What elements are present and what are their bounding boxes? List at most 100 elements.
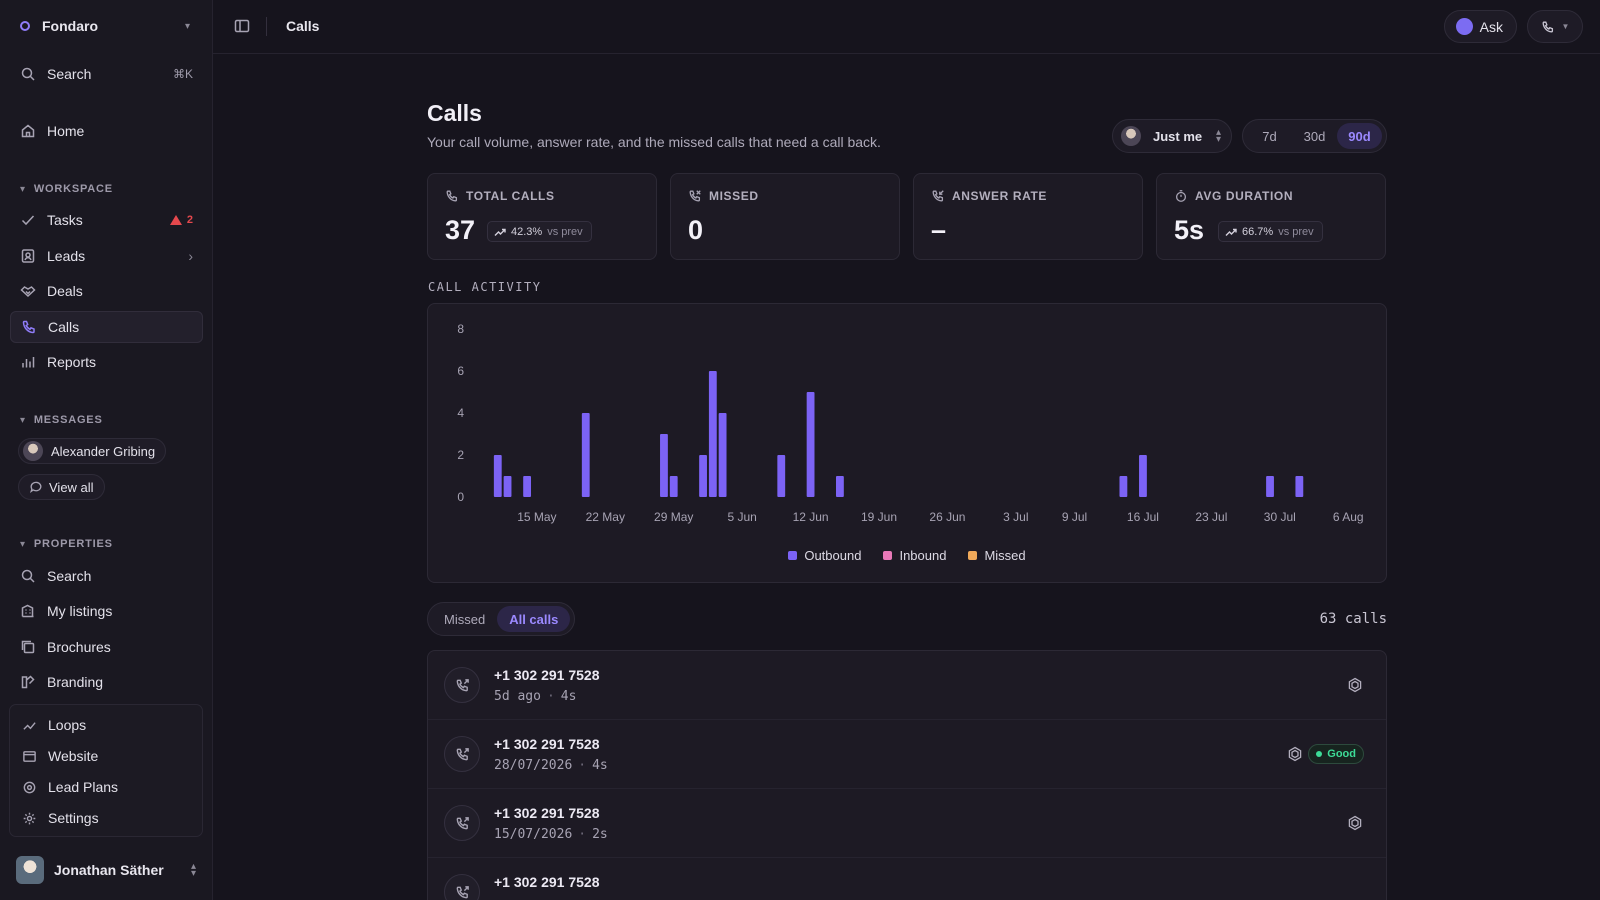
sidebar-item-loops[interactable]: Loops xyxy=(22,713,86,737)
home-icon xyxy=(21,124,35,138)
bar-outbound[interactable] xyxy=(777,455,786,497)
bar-outbound[interactable] xyxy=(708,371,717,497)
workspace-switcher[interactable]: Fondaro ▾ xyxy=(10,10,200,42)
copy-icon xyxy=(21,640,35,654)
sidebar-item-my-listings[interactable]: My listings xyxy=(10,595,203,627)
bar-outbound[interactable] xyxy=(669,476,678,497)
bar-outbound[interactable] xyxy=(581,413,590,497)
call-row[interactable]: +1 302 291 7528 xyxy=(428,858,1386,900)
legend-outbound[interactable]: Outbound xyxy=(788,548,861,563)
range-90d[interactable]: 90d xyxy=(1337,123,1382,149)
call-time: 28/07/2026 xyxy=(494,758,573,773)
brush-icon xyxy=(21,675,35,689)
section-messages[interactable]: ▾ MESSAGES xyxy=(20,411,103,429)
sidebar-item-tasks[interactable]: Tasks 2 xyxy=(10,204,203,236)
bar-outbound[interactable] xyxy=(836,476,844,497)
tab-all-calls[interactable]: All calls xyxy=(497,606,571,632)
bar-outbound[interactable] xyxy=(1266,476,1274,497)
call-activity-chart-card: 0 2 4 6 8 15 May 22 May 29 May 5 Jun 12 Jun 19 Jun… xyxy=(427,303,1387,583)
x-tick-label: 19 Jun xyxy=(861,510,897,524)
search-icon xyxy=(21,569,35,583)
range-30d[interactable]: 30d xyxy=(1303,128,1326,144)
ai-analysis-icon[interactable] xyxy=(1347,815,1363,831)
range-7d[interactable]: 7d xyxy=(1262,128,1277,144)
ask-button[interactable]: Ask xyxy=(1443,10,1517,43)
section-workspace[interactable]: ▾ WORKSPACE xyxy=(20,180,113,198)
x-tick-label: 9 Jul xyxy=(1062,510,1087,524)
message-contact-chip[interactable]: Alexander Gribing xyxy=(18,438,167,464)
sidebar-toggle-icon[interactable] xyxy=(234,18,250,34)
sidebar-item-branding[interactable]: Branding xyxy=(10,666,203,698)
page-title: Calls xyxy=(427,100,482,126)
chevron-up-down-icon: ▴ ▾ xyxy=(1215,127,1221,145)
section-title: WORKSPACE xyxy=(33,183,113,195)
sidebar-item-home[interactable]: Home xyxy=(10,115,203,147)
building-icon xyxy=(21,604,34,618)
chevron-up-down-icon: ▴ ▾ xyxy=(190,861,196,879)
call-row[interactable]: +1 302 291 7528 28/07/2026 · 4s Good xyxy=(428,720,1386,789)
call-number: +1 302 291 7528 xyxy=(494,874,600,890)
x-tick-label: 12 Jun xyxy=(793,510,829,524)
sidebar-item-leads[interactable]: Leads › xyxy=(10,240,203,272)
section-properties[interactable]: ▾ PROPERTIES xyxy=(20,535,113,553)
chevron-right-icon: › xyxy=(188,248,193,264)
bar-outbound[interactable] xyxy=(1295,476,1304,497)
legend-inbound[interactable]: Inbound xyxy=(883,548,946,563)
phone-outgoing-icon xyxy=(456,816,469,829)
delta-value: 42.3% xyxy=(511,225,543,238)
bar-outbound[interactable] xyxy=(660,434,668,497)
x-tick-label: 16 Jul xyxy=(1127,510,1159,524)
owner-filter[interactable]: Just me ▴ ▾ xyxy=(1112,119,1232,153)
separator: · xyxy=(578,827,587,842)
sidebar-item-calls[interactable]: Calls xyxy=(10,311,203,343)
ai-analysis-icon[interactable] xyxy=(1347,677,1363,693)
ai-analysis-icon[interactable] xyxy=(1287,746,1303,762)
call-row[interactable]: +1 302 291 7528 15/07/2026 · 2s xyxy=(428,789,1386,858)
call-count: 63 calls xyxy=(1319,611,1387,627)
user-menu[interactable]: Jonathan Säther ▴ ▾ xyxy=(16,854,196,886)
stat-avg-duration: AVG DURATION 5s 66.7% vs prev xyxy=(1156,173,1386,260)
bar-outbound[interactable] xyxy=(493,455,502,497)
legend-swatch xyxy=(883,551,893,560)
view-all-messages-button[interactable]: View all xyxy=(18,474,105,500)
sidebar-item-property-search[interactable]: Search xyxy=(10,560,203,592)
phone-icon xyxy=(1542,21,1553,32)
status-dot xyxy=(1316,751,1323,757)
legend-missed[interactable]: Missed xyxy=(968,548,1026,563)
bar-outbound[interactable] xyxy=(1139,455,1147,497)
x-tick-label: 15 May xyxy=(517,510,556,524)
sidebar-item-brochures[interactable]: Brochures xyxy=(10,631,203,663)
sidebar-item-label: Tasks xyxy=(47,212,83,228)
bar-outbound[interactable] xyxy=(523,476,532,497)
sidebar-item-search[interactable]: Search ⌘K xyxy=(10,58,203,90)
gear-icon xyxy=(23,812,36,824)
bar-outbound[interactable] xyxy=(718,413,727,497)
sidebar-item-reports[interactable]: Reports xyxy=(10,346,203,378)
phone-outgoing-icon xyxy=(456,678,469,691)
sidebar-item-deals[interactable]: Deals xyxy=(10,275,203,307)
bar-outbound[interactable] xyxy=(699,455,707,497)
section-title: MESSAGES xyxy=(33,414,103,426)
tab-missed[interactable]: Missed xyxy=(444,611,486,627)
view-all-label: View all xyxy=(49,479,94,495)
sidebar-item-settings[interactable]: Settings xyxy=(22,806,99,830)
bar-outbound[interactable] xyxy=(806,392,815,497)
rating-label: Good xyxy=(1327,748,1356,760)
check-icon xyxy=(21,215,35,226)
stat-total-calls: TOTAL CALLS 37 42.3% vs prev xyxy=(427,173,657,260)
sidebar-item-label: Brochures xyxy=(47,639,111,655)
sidebar-item-website[interactable]: Website xyxy=(22,744,98,768)
chevron-down-icon: ▾ xyxy=(184,20,190,32)
call-type-badge xyxy=(444,667,480,703)
phone-dropdown-button[interactable]: ▼ xyxy=(1527,10,1583,43)
bar-outbound[interactable] xyxy=(503,476,512,497)
sidebar-item-lead-plans[interactable]: Lead Plans xyxy=(22,775,118,799)
call-row[interactable]: +1 302 291 7528 5d ago · 4s xyxy=(428,651,1386,720)
page-subtitle: Your call volume, answer rate, and the m… xyxy=(427,134,881,150)
call-number: +1 302 291 7528 xyxy=(494,736,600,752)
sidebar-item-label: Home xyxy=(47,123,85,139)
avatar xyxy=(23,441,43,461)
call-type-badge xyxy=(444,874,480,900)
bar-outbound[interactable] xyxy=(1119,476,1128,497)
sidebar: Fondaro ▾ Search ⌘K Home ▾ WORKSPACE Tas… xyxy=(0,0,213,900)
